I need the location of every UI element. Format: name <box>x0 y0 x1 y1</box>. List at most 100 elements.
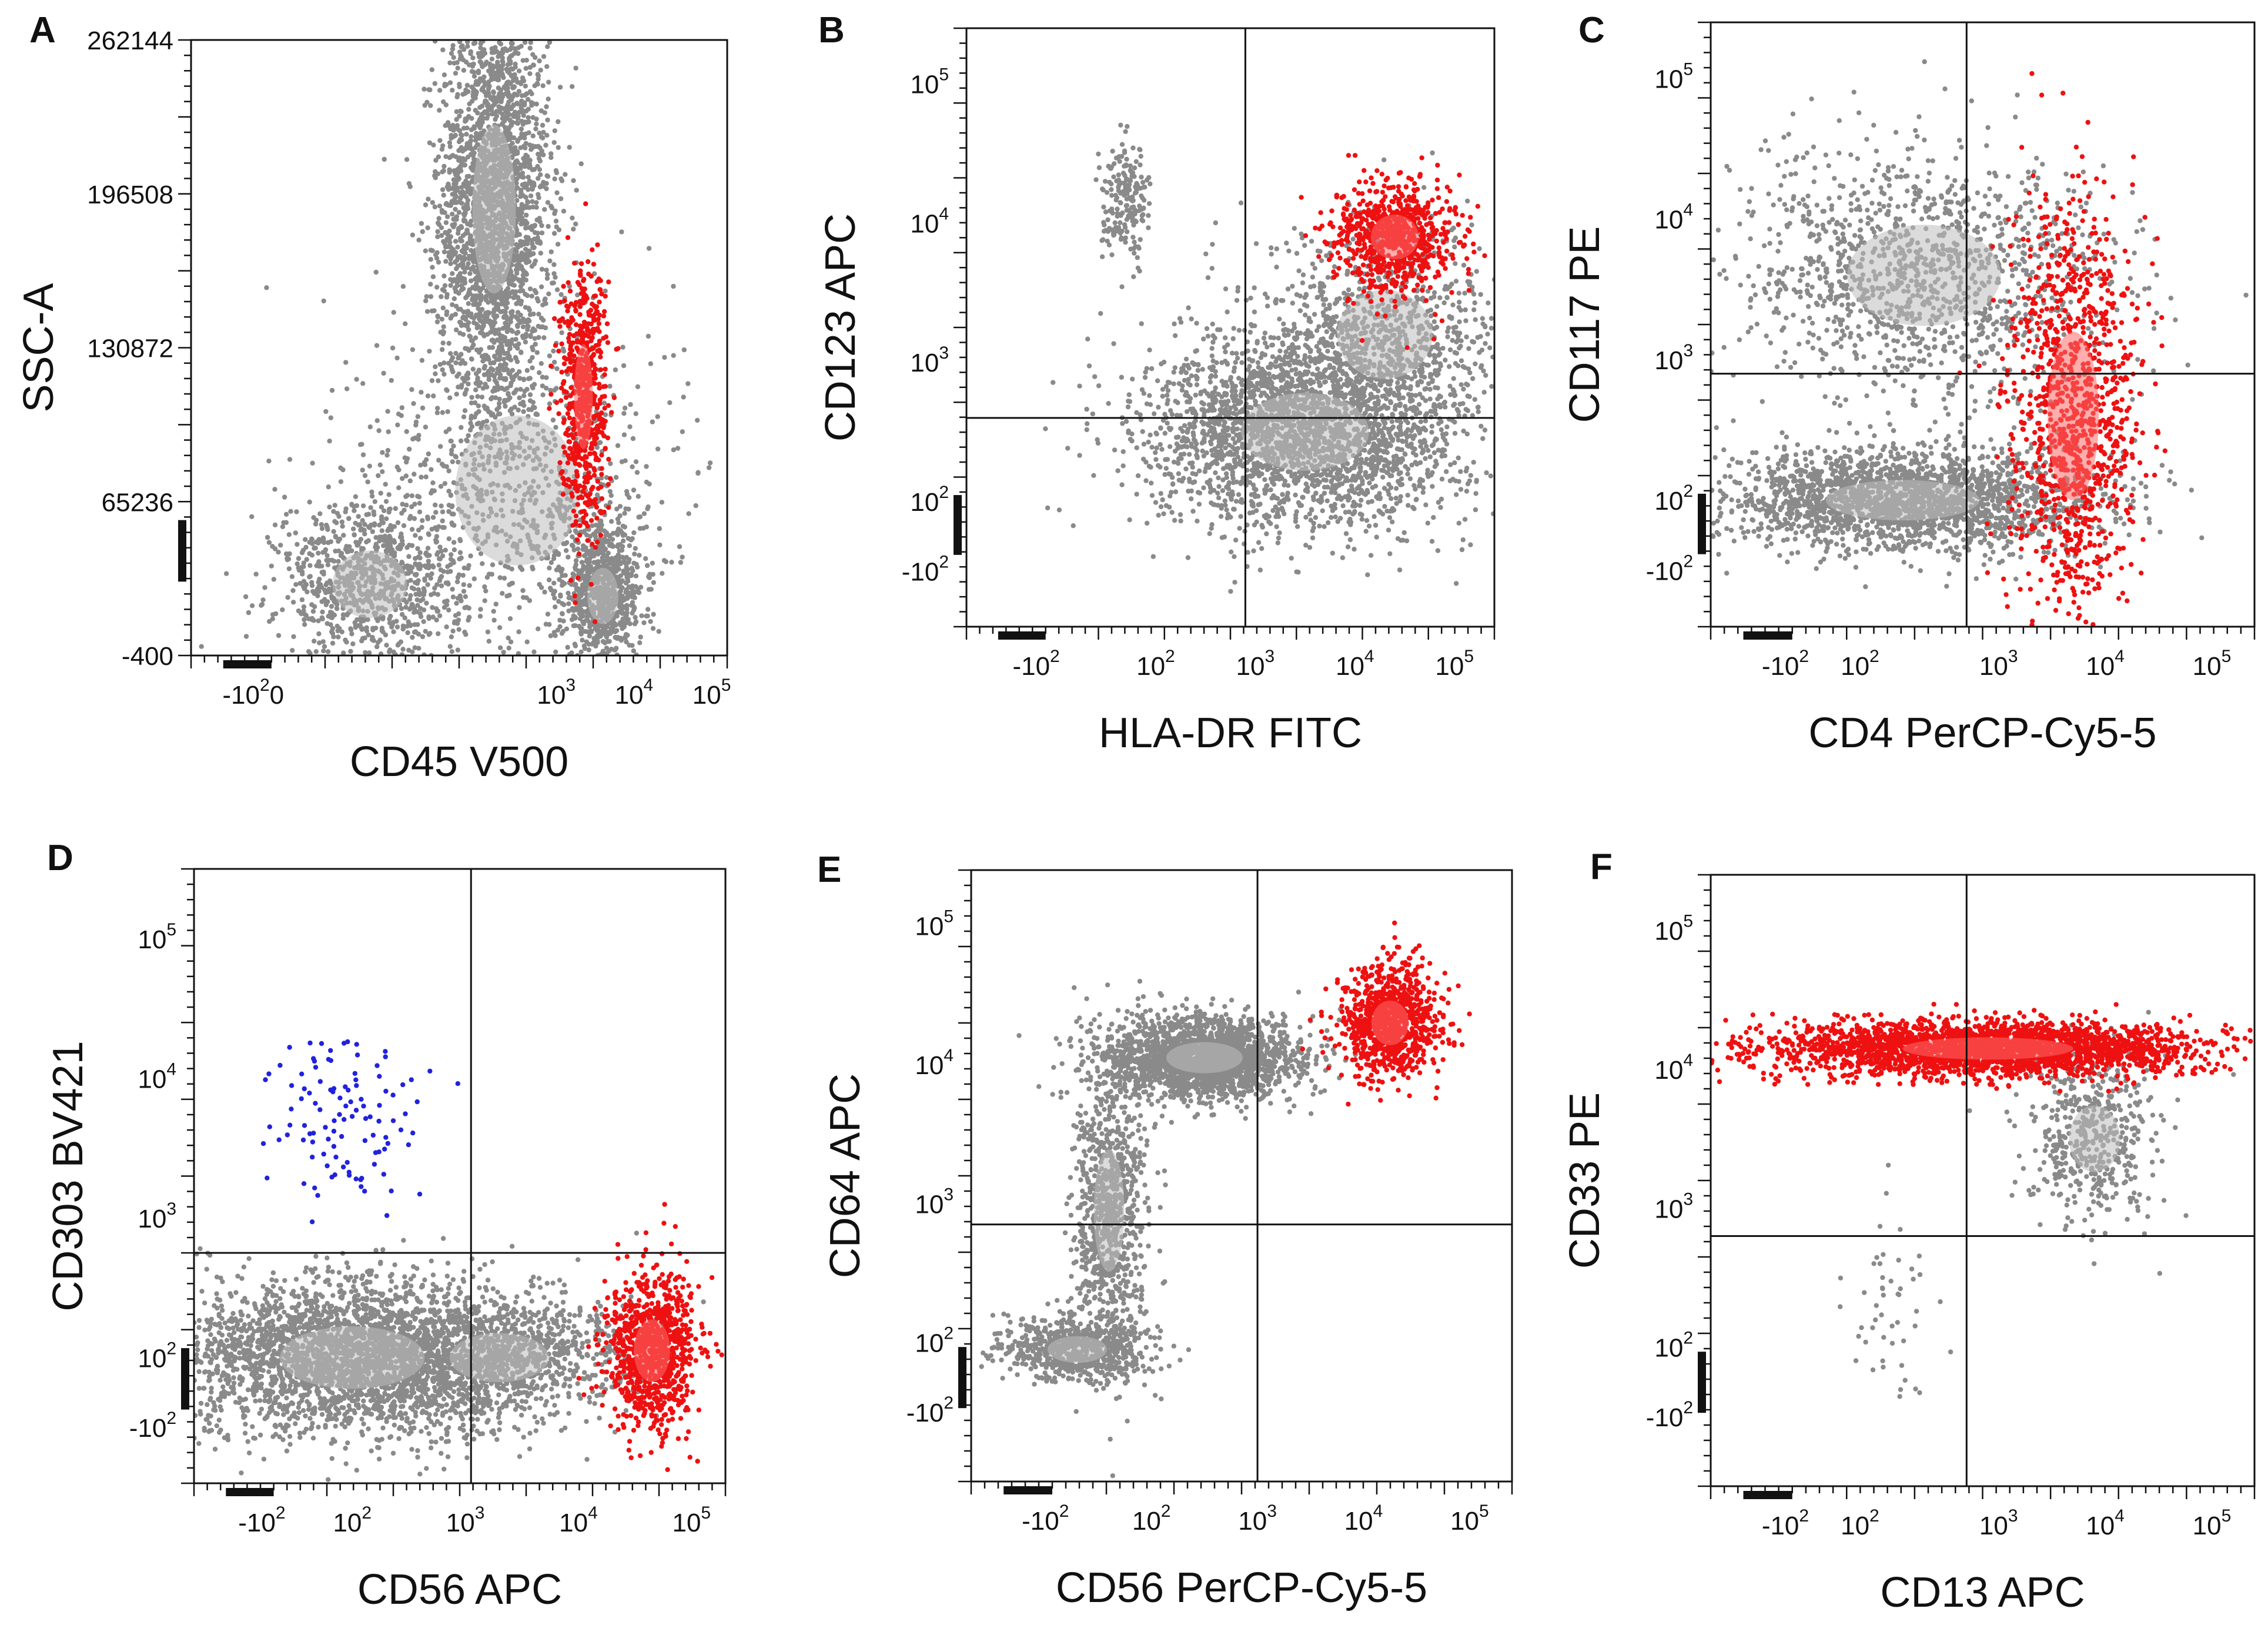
data-point <box>461 414 467 420</box>
data-point <box>500 59 506 65</box>
data-point <box>695 470 701 475</box>
data-point <box>458 598 464 603</box>
data-point <box>657 542 663 548</box>
data-point <box>573 562 578 567</box>
data-point <box>399 405 404 410</box>
data-point <box>538 68 543 73</box>
data-point <box>396 641 402 647</box>
data-point <box>524 387 530 392</box>
data-point <box>517 376 523 381</box>
data-point <box>462 322 467 328</box>
data-point <box>445 214 450 219</box>
data-point <box>498 87 504 93</box>
data-point <box>401 523 407 529</box>
data-point <box>455 65 460 71</box>
data-point <box>325 562 331 567</box>
data-point <box>620 523 626 529</box>
data-point <box>422 460 427 465</box>
data-point <box>641 620 647 626</box>
data-point <box>517 395 522 400</box>
data-point <box>445 232 450 237</box>
data-point <box>545 611 551 617</box>
data-point <box>469 394 474 400</box>
data-point <box>512 46 517 51</box>
data-point <box>363 650 368 656</box>
data-point <box>430 514 436 520</box>
data-point <box>547 40 553 45</box>
data-point <box>433 364 438 369</box>
data-point <box>369 493 375 499</box>
data-point <box>463 390 468 396</box>
data-point <box>262 585 267 590</box>
data-point <box>493 601 499 607</box>
data-point <box>339 519 344 524</box>
data-point <box>560 611 565 616</box>
data-point <box>449 51 454 56</box>
data-point <box>509 123 514 128</box>
data-point <box>480 386 486 391</box>
data-point <box>448 256 453 262</box>
data-point <box>560 573 565 578</box>
data-point <box>526 323 531 329</box>
data-point <box>446 509 451 514</box>
data-point <box>432 586 437 591</box>
data-point <box>519 350 524 355</box>
data-point <box>523 195 528 200</box>
data-point <box>475 121 480 126</box>
data-point <box>432 81 437 86</box>
data-point <box>420 405 426 411</box>
data-point <box>495 305 501 311</box>
data-point <box>604 554 610 559</box>
data-point <box>545 272 550 277</box>
data-point <box>266 459 272 464</box>
data-point <box>459 238 464 243</box>
data-point <box>447 395 453 400</box>
data-point <box>500 591 505 596</box>
data-point <box>472 400 478 406</box>
data-point <box>370 529 375 534</box>
data-point <box>440 509 446 514</box>
data-point <box>385 409 390 414</box>
data-point <box>499 66 504 72</box>
data-point <box>435 229 440 235</box>
data-point <box>448 283 453 288</box>
data-point <box>379 514 384 520</box>
data-point <box>484 289 489 294</box>
data-point <box>326 614 331 619</box>
data-point <box>624 639 629 645</box>
data-point <box>416 494 422 500</box>
data-point <box>544 104 549 109</box>
data-point <box>618 621 623 627</box>
data-point <box>456 627 461 632</box>
data-point <box>313 649 319 654</box>
data-point <box>396 485 402 490</box>
data-point <box>482 584 487 590</box>
data-point <box>467 583 472 588</box>
data-point <box>458 438 464 444</box>
data-point <box>471 124 477 129</box>
data-point <box>545 44 550 49</box>
data-point <box>415 414 420 419</box>
data-point <box>403 494 409 499</box>
data-point <box>470 254 475 260</box>
data-point <box>327 439 332 444</box>
data-point <box>471 41 477 46</box>
data-point <box>533 342 538 347</box>
data-point <box>573 528 578 534</box>
data-point <box>290 600 296 605</box>
data-point <box>644 524 650 530</box>
density-core <box>455 415 580 566</box>
data-point <box>633 459 639 464</box>
data-point <box>507 408 513 413</box>
data-point <box>633 584 638 589</box>
data-point <box>460 233 466 238</box>
data-point <box>436 216 441 221</box>
data-point <box>650 419 655 424</box>
data-point <box>419 357 425 363</box>
data-point <box>637 640 643 646</box>
data-point <box>459 384 464 390</box>
data-point <box>490 562 496 567</box>
data-point <box>600 638 606 644</box>
data-point <box>551 271 557 276</box>
data-point <box>520 588 526 593</box>
